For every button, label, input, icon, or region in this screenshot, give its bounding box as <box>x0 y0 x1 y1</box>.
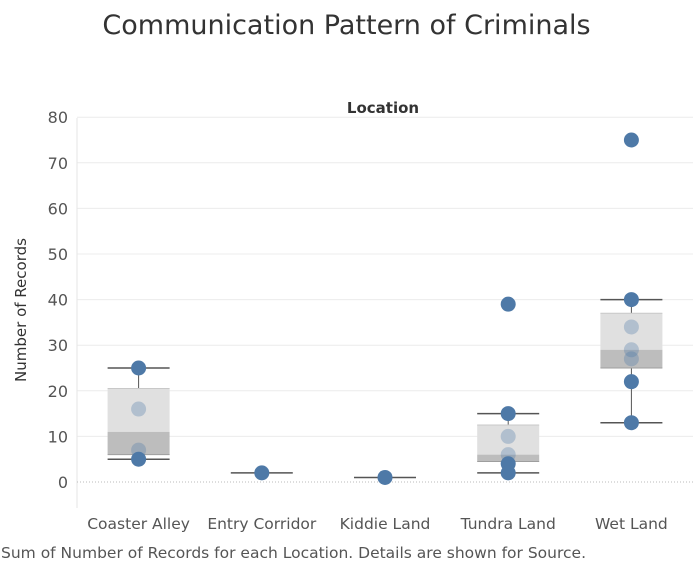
box-lower <box>107 431 170 455</box>
x-category-label: Kiddie Land <box>340 515 431 533</box>
data-point[interactable] <box>623 292 639 308</box>
chart-caption: Sum of Number of Records for each Locati… <box>1 544 586 562</box>
y-axis-label: Number of Records <box>12 238 30 382</box>
data-point[interactable] <box>254 465 270 481</box>
y-axis-ticks: 0 10 20 30 40 50 60 70 80 <box>48 108 68 492</box>
data-point[interactable] <box>131 401 147 417</box>
data-point[interactable] <box>623 319 639 335</box>
data-point[interactable] <box>500 465 516 481</box>
y-tick-label: 50 <box>48 245 68 264</box>
data-point[interactable] <box>131 451 147 467</box>
data-point[interactable] <box>623 351 639 367</box>
y-tick-label: 40 <box>48 291 68 310</box>
gridlines <box>76 116 693 508</box>
y-tick-label: 0 <box>58 473 68 492</box>
y-tick-label: 80 <box>48 108 68 127</box>
box-upper <box>600 313 663 350</box>
y-tick-label: 70 <box>48 154 68 173</box>
boxplots <box>107 298 663 479</box>
y-tick-label: 30 <box>48 336 68 355</box>
data-point[interactable] <box>623 132 639 148</box>
x-category-label: Wet Land <box>595 515 668 533</box>
y-tick-label: 20 <box>48 382 68 401</box>
data-point[interactable] <box>500 406 516 422</box>
y-tick-label: 10 <box>48 427 68 446</box>
column-header: Location <box>347 99 419 117</box>
x-category-label: Tundra Land <box>460 515 556 533</box>
data-point[interactable] <box>623 342 639 358</box>
data-point[interactable] <box>500 296 516 312</box>
box-upper <box>477 425 540 455</box>
box-upper <box>107 388 170 432</box>
y-tick-label: 60 <box>48 199 68 218</box>
data-points <box>131 132 639 485</box>
x-category-label: Coaster Alley <box>87 515 190 533</box>
x-category-label: Entry Corridor <box>207 515 317 533</box>
x-axis-categories: Coaster Alley Entry Corridor Kiddie Land Tu… <box>87 515 668 533</box>
data-point[interactable] <box>623 374 639 390</box>
box-lower <box>600 349 663 368</box>
data-point[interactable] <box>131 360 147 376</box>
data-point[interactable] <box>377 469 393 485</box>
data-point[interactable] <box>623 415 639 431</box>
chart-title: Communication Pattern of Criminals <box>102 10 591 41</box>
data-point[interactable] <box>500 428 516 444</box>
